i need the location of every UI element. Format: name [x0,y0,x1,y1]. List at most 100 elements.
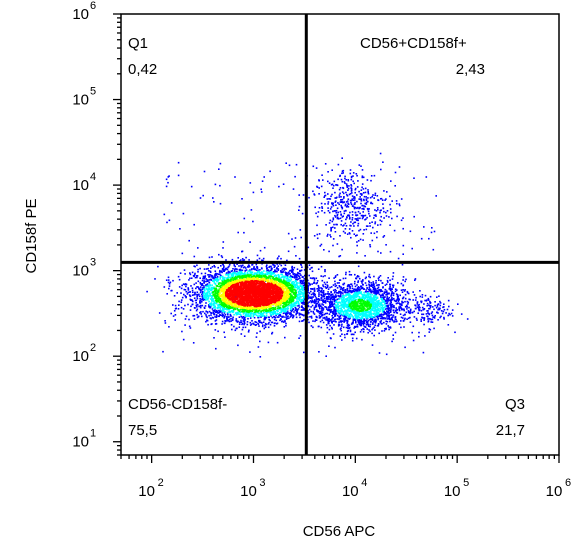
event-dot [419,290,421,292]
event-dot [321,303,323,305]
event-dot [240,273,242,276]
event-dot [199,306,202,309]
event-dot [399,305,402,308]
event-dot [233,281,235,283]
event-dot [174,319,176,321]
event-dot [242,313,245,315]
event-dot [220,300,223,302]
event-dot [325,324,328,326]
event-dot [271,312,274,315]
event-dot [361,176,364,179]
event-dot [241,304,244,306]
event-dot [278,316,280,318]
event-dot [333,223,335,226]
event-dot [324,203,326,205]
event-dot [264,275,266,277]
event-dot [185,283,188,286]
event-dot [402,289,404,291]
event-dot [311,301,314,303]
event-dot [237,344,239,347]
event-dot [164,320,166,322]
event-dot [311,288,313,290]
event-dot [208,279,211,281]
event-dot [332,333,335,335]
event-dot [214,277,217,279]
event-dot [369,323,372,326]
event-dot [270,273,273,275]
event-dot [227,275,230,277]
event-dot [288,317,290,319]
event-dot [263,270,265,272]
event-dot [420,318,422,321]
event-dot [411,311,414,314]
event-dot [229,301,231,303]
event-dot [225,272,228,275]
event-dot [377,208,379,211]
event-dot [303,288,306,291]
event-dot [328,295,330,297]
event-dot [189,272,191,274]
event-dot [407,311,410,314]
event-dot [285,303,287,305]
event-dot [291,238,293,240]
event-dot [389,203,391,206]
event-dot [334,294,337,296]
event-dot [188,279,190,281]
event-dot [331,293,334,296]
event-dot [298,304,300,306]
event-dot [280,310,282,312]
event-dot [339,314,342,317]
event-dot [296,276,298,279]
event-dot [303,309,306,311]
event-dot [378,293,381,296]
event-dot [259,330,261,333]
event-dot [323,211,326,214]
event-dot [258,273,261,275]
event-dot [299,280,302,283]
event-dot [363,205,366,207]
event-dot [213,337,215,339]
event-dot [215,319,218,321]
event-dot [393,297,395,300]
event-dot [395,320,397,323]
event-dot [223,305,225,308]
event-dot [250,272,253,275]
event-dot [293,293,295,295]
event-dot [297,271,299,274]
event-dot [350,274,353,276]
event-dot [210,289,213,292]
event-dot [215,314,218,316]
event-dot [240,271,243,273]
event-dot [338,188,341,191]
event-dot [383,190,385,192]
event-dot [370,282,373,284]
event-dot [325,300,327,303]
event-dot [412,339,415,342]
event-dot [309,268,311,270]
event-dot [349,329,352,332]
event-dot [298,296,300,299]
event-dot [403,290,406,292]
event-dot [379,209,382,212]
event-dot [293,286,296,289]
event-dot [291,289,294,291]
event-dot [447,299,450,302]
event-dot [382,294,385,297]
event-dot [224,336,226,338]
event-dot [196,316,199,319]
event-dot [348,284,350,286]
event-dot [303,287,306,289]
event-dot [296,299,298,301]
event-dot [310,301,313,304]
event-dot [320,202,323,205]
event-dot [292,269,295,271]
event-dot [313,313,316,315]
event-dot [247,270,250,272]
event-dot [314,306,317,308]
event-dot [242,308,245,310]
event-dot [243,274,245,277]
event-dot [259,272,261,274]
event-dot [272,306,274,309]
event-dot [203,170,206,173]
event-dot [379,290,382,293]
